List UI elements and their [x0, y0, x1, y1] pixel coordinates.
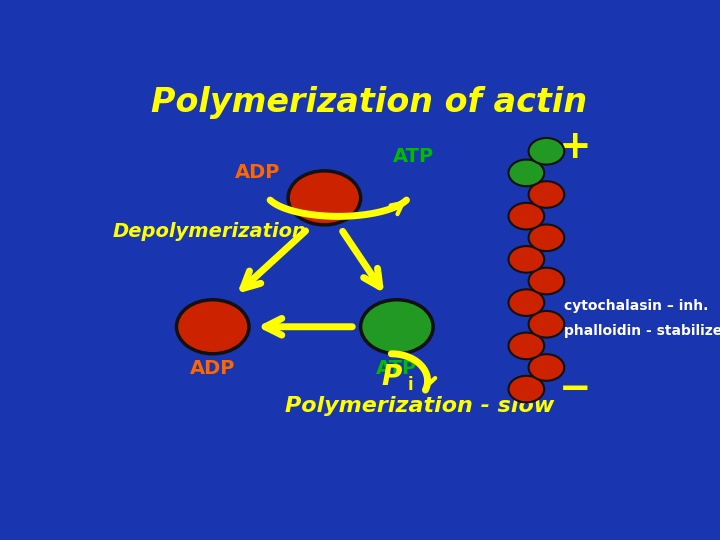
Circle shape [508, 289, 544, 316]
Text: ATP: ATP [393, 147, 434, 166]
Text: Polymerization - slow: Polymerization - slow [284, 396, 554, 416]
Circle shape [528, 225, 564, 251]
Text: i: i [408, 376, 414, 394]
Circle shape [288, 171, 361, 225]
Text: −: − [559, 370, 592, 408]
Text: ADP: ADP [235, 164, 280, 183]
Text: cytochalasin – inh.: cytochalasin – inh. [564, 299, 708, 313]
Circle shape [528, 138, 564, 165]
Circle shape [361, 300, 433, 354]
Text: phalloidin - stabilizer: phalloidin - stabilizer [564, 324, 720, 338]
Circle shape [508, 203, 544, 230]
Text: Depolymerization: Depolymerization [112, 221, 306, 241]
Text: Polymerization of actin: Polymerization of actin [151, 85, 587, 119]
Circle shape [508, 160, 544, 186]
Circle shape [528, 181, 564, 208]
Circle shape [508, 333, 544, 359]
Circle shape [528, 354, 564, 381]
Circle shape [508, 376, 544, 402]
Circle shape [176, 300, 249, 354]
Text: ATP: ATP [377, 359, 418, 378]
Text: ADP: ADP [190, 359, 235, 378]
Circle shape [528, 268, 564, 294]
Text: P: P [381, 363, 402, 390]
Text: +: + [559, 128, 592, 166]
Circle shape [508, 246, 544, 273]
Circle shape [528, 311, 564, 338]
